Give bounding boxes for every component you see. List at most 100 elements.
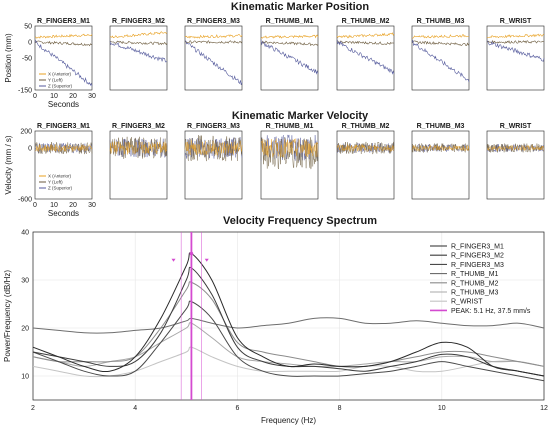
spectrum-series-line <box>32 281 545 368</box>
position-section-title: Kinematic Marker Position <box>231 1 369 13</box>
spectrum-xtick-label: 10 <box>438 405 446 412</box>
spectrum-xlabel: Frequency (Hz) <box>261 416 316 425</box>
position-series-line <box>336 39 395 75</box>
velocity-panel-title: R_FINGER3_M1 <box>37 123 90 130</box>
velocity-series-line <box>34 142 93 154</box>
velocity-ytick-label: 0 <box>28 146 32 153</box>
position-panel-frame <box>336 25 395 91</box>
spectrum-xtick-label: 4 <box>133 405 137 412</box>
position-panel-title: R_THUMB_M3 <box>417 18 465 25</box>
spectrum-xtick-label: 2 <box>31 405 35 412</box>
velocity-panel-title: R_THUMB_M1 <box>266 123 314 130</box>
position-series-line <box>109 40 168 46</box>
velocity-panel-title: R_FINGER3_M3 <box>187 123 240 130</box>
velocity-ytick-label: -600 <box>18 197 32 204</box>
position-series-line <box>411 40 470 47</box>
velocity-xtick-label: 10 <box>50 202 58 209</box>
spectrum-legend-label: R_FINGER3_M1 <box>451 244 504 251</box>
position-series-line <box>184 34 243 39</box>
spectrum-series-line <box>32 300 545 382</box>
velocity-panel-frame <box>411 130 470 200</box>
velocity-xlabel: Seconds <box>48 209 79 218</box>
position-legend-label: Y (Left) <box>48 78 63 83</box>
position-series-line <box>486 33 545 39</box>
velocity-section-title: Kinematic Marker Velocity <box>232 110 369 122</box>
position-series-line <box>336 32 395 39</box>
velocity-panels: R_FINGER3_M1 R_FINGER3_M2 R_FINGER3_M3 R_TH… <box>4 123 545 218</box>
velocity-panel-frame <box>336 130 395 200</box>
velocity-series-line <box>109 136 168 159</box>
velocity-series-line <box>260 138 319 158</box>
position-panel-title: R_FINGER3_M2 <box>112 18 165 25</box>
velocity-ylabel: Velocity (mm / s) <box>4 135 13 194</box>
position-series-line <box>411 34 470 39</box>
position-series-line <box>260 40 319 47</box>
position-ytick-label: -150 <box>18 88 32 95</box>
position-series-line <box>486 39 545 45</box>
position-series-line <box>34 33 93 39</box>
spectrum-legend-label: R_FINGER3_M2 <box>451 253 504 260</box>
velocity-series-line <box>184 134 243 162</box>
position-panels: R_FINGER3_M1 R_FINGER3_M2 R_FINGER3_M3 R_TH… <box>4 18 545 109</box>
position-panel-title: R_THUMB_M1 <box>266 18 314 25</box>
position-series-line <box>184 40 243 44</box>
spectrum-series-line <box>32 346 545 378</box>
position-series-line <box>109 31 168 39</box>
velocity-panel-frame <box>486 130 545 200</box>
position-xtick-label: 0 <box>33 93 37 100</box>
velocity-series-line <box>184 140 243 156</box>
position-panel-title: R_FINGER3_M3 <box>187 18 240 25</box>
position-legend-label: Z (Superior) <box>48 84 73 89</box>
velocity-panel-title: R_THUMB_M3 <box>417 123 465 130</box>
position-series-line <box>336 40 395 45</box>
position-panel-frame <box>260 25 319 91</box>
velocity-xtick-label: 30 <box>88 202 96 209</box>
velocity-series-line <box>486 144 545 152</box>
position-xtick-label: 30 <box>88 93 96 100</box>
velocity-legend-label: Z (Superior) <box>48 186 73 191</box>
spectrum-xtick-label: 12 <box>540 405 548 412</box>
position-series-line <box>486 40 545 62</box>
spectrum-axes-frame <box>32 231 545 401</box>
position-panel-title: R_FINGER3_M1 <box>37 18 90 25</box>
spectrum-xtick-label: 8 <box>338 405 342 412</box>
velocity-ytick-label: 200 <box>20 129 32 136</box>
velocity-legend-label: Y (Left) <box>48 180 63 185</box>
velocity-series-line <box>486 142 545 154</box>
peak-arrow-left <box>171 258 176 262</box>
velocity-panel-title: R_THUMB_M2 <box>342 123 390 130</box>
velocity-series-line <box>336 141 395 155</box>
velocity-xtick-label: 20 <box>69 202 77 209</box>
spectrum-legend-label: R_THUMB_M3 <box>451 290 499 297</box>
position-series-line <box>109 41 168 63</box>
velocity-legend-label: X (Anterior) <box>48 174 72 179</box>
velocity-series-line <box>109 141 168 155</box>
spectrum-ytick-label: 40 <box>21 230 29 237</box>
velocity-series-line <box>34 143 93 153</box>
velocity-series-line <box>411 144 470 152</box>
spectrum-ytick-label: 20 <box>21 326 29 333</box>
velocity-series-line <box>184 137 243 159</box>
velocity-series-line <box>34 141 93 155</box>
spectrum-legend-label: R_WRIST <box>451 299 483 306</box>
spectrum-legend-label: R_FINGER3_M3 <box>451 262 504 269</box>
position-ytick-label: 0 <box>28 40 32 47</box>
position-panel-title: R_THUMB_M2 <box>342 18 390 25</box>
spectrum-xtick-label: 6 <box>235 405 239 412</box>
position-series-line <box>411 39 470 83</box>
position-xtick-label: 20 <box>69 93 77 100</box>
position-series-line <box>34 40 93 47</box>
velocity-series-line <box>486 144 545 153</box>
velocity-series-line <box>336 144 395 153</box>
position-ytick-label: -50 <box>22 56 32 63</box>
position-series-line <box>34 39 93 87</box>
peak-marker <box>189 251 194 256</box>
spectrum-ylabel: Power/Frequency (dB/Hz) <box>3 270 12 362</box>
position-panel-frame <box>184 25 243 91</box>
spectrum-plot: 2 4 6 8 10 12 10 20 30 40 Frequency (Hz) Power/Freq… <box>3 230 548 426</box>
position-xlabel: Seconds <box>48 100 79 109</box>
spectrum-legend-label: R_THUMB_M1 <box>451 271 499 278</box>
position-ytick-label: 50 <box>24 24 32 31</box>
spectrum-series-line <box>32 317 545 334</box>
